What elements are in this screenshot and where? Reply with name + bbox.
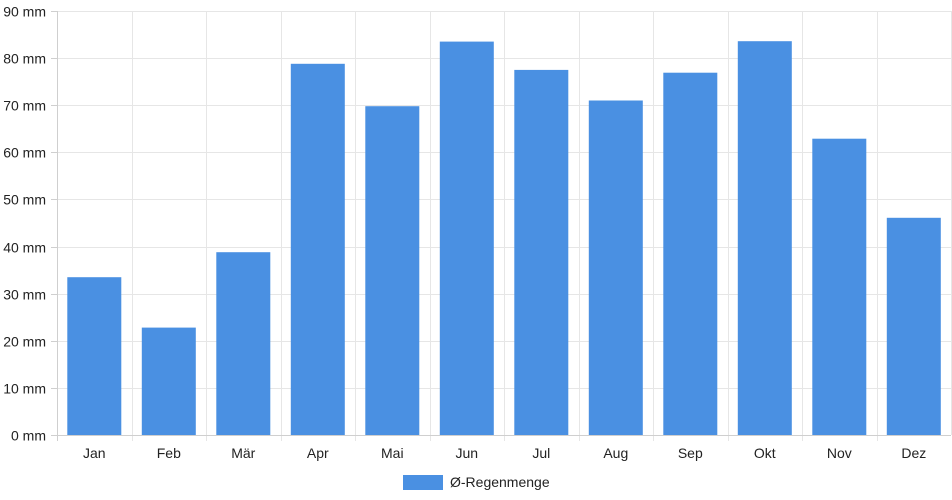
x-tick-label: Sep xyxy=(678,445,703,461)
x-tick-label: Aug xyxy=(603,445,628,461)
bar-feb[interactable] xyxy=(141,327,196,435)
y-tick-label: 0 mm xyxy=(11,428,46,444)
x-tick-label: Jan xyxy=(83,445,106,461)
bar-okt[interactable] xyxy=(737,41,792,435)
axes xyxy=(51,11,951,441)
x-tick-label: Jun xyxy=(456,445,479,461)
y-tick-label: 70 mm xyxy=(3,98,46,114)
bar-nov[interactable] xyxy=(812,138,867,435)
legend-swatch[interactable] xyxy=(403,475,443,490)
bar-jul[interactable] xyxy=(514,69,569,436)
x-tick-label: Apr xyxy=(307,445,329,461)
x-tick-label: Jul xyxy=(532,445,550,461)
bar-aug[interactable] xyxy=(588,100,643,436)
bar-sep[interactable] xyxy=(663,72,718,435)
bar-mai[interactable] xyxy=(365,106,420,435)
x-tick-label: Mai xyxy=(381,445,404,461)
y-tick-labels: 0 mm 10 mm 20 mm 30 mm 40 mm 50 mm 60 mm 70 mm 8… xyxy=(3,4,46,444)
y-tick-label: 40 mm xyxy=(3,240,46,256)
bar-dez[interactable] xyxy=(886,217,941,435)
y-tick-label: 80 mm xyxy=(3,51,46,67)
y-tick-label: 90 mm xyxy=(3,4,46,20)
y-tick-label: 10 mm xyxy=(3,381,46,397)
y-tick-label: 20 mm xyxy=(3,334,46,350)
legend-label[interactable]: Ø-Regenmenge xyxy=(450,474,550,490)
bars xyxy=(67,41,941,436)
x-tick-label: Dez xyxy=(901,445,926,461)
grid xyxy=(57,11,952,441)
legend[interactable]: Ø-Regenmenge xyxy=(403,474,550,490)
y-tick-label: 30 mm xyxy=(3,287,46,303)
bar-apr[interactable] xyxy=(290,63,345,436)
x-tick-labels: Jan Feb Mär Apr Mai Jun Jul Aug Sep Okt Nov Dez xyxy=(83,445,926,461)
bar-jun[interactable] xyxy=(439,41,494,435)
x-tick-label: Feb xyxy=(157,445,181,461)
x-tick-label: Okt xyxy=(754,445,776,461)
bar-jan[interactable] xyxy=(67,277,122,435)
bar-mär[interactable] xyxy=(216,252,271,435)
x-tick-label: Mär xyxy=(231,445,255,461)
y-tick-label: 60 mm xyxy=(3,145,46,161)
x-tick-label: Nov xyxy=(827,445,852,461)
y-tick-label: 50 mm xyxy=(3,192,46,208)
